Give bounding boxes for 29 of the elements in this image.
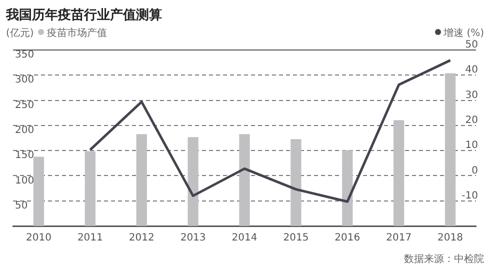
y-tick-label: 50 — [15, 200, 28, 212]
x-tick-label: 2013 — [180, 232, 206, 244]
y-tick-label: 300 — [15, 74, 34, 86]
y2-tick-label: 10 — [465, 140, 478, 152]
y-tick-label: 350 — [15, 50, 34, 61]
x-tick-label: 2018 — [438, 232, 464, 244]
chart-title: 我国历年疫苗行业产值测算 — [6, 6, 162, 24]
x-tick-label: 2017 — [386, 232, 412, 244]
source-note: 数据来源：中检院 — [404, 252, 484, 266]
y2-tick-label: 50 — [465, 40, 478, 51]
legend-label: 增速 — [444, 28, 464, 39]
y2-tick-label: 30 — [465, 90, 478, 101]
x-tick-label: 2011 — [77, 232, 103, 244]
y-tick-label: 150 — [15, 150, 34, 162]
x-tick-label: 2010 — [26, 232, 52, 244]
y-axis-title: (亿元) — [6, 28, 34, 39]
x-tick-label: 2014 — [232, 232, 258, 244]
x-tick-label: 2016 — [334, 232, 360, 244]
legend-label: 疫苗市场产值 — [46, 28, 107, 39]
y-tick-label: 250 — [15, 100, 34, 111]
y2-tick-label: 40 — [465, 64, 478, 76]
y2-tick-label: 20 — [465, 115, 478, 126]
y2-axis-title: (%) — [466, 28, 484, 39]
y-tick-label: 100 — [15, 175, 34, 186]
x-tick-label: 2015 — [283, 232, 309, 244]
y2-tick-label: -10 — [462, 190, 478, 202]
y-tick-label: 200 — [15, 125, 34, 136]
x-tick-label: 2012 — [128, 232, 154, 244]
y2-tick-label: 0 — [472, 165, 478, 176]
